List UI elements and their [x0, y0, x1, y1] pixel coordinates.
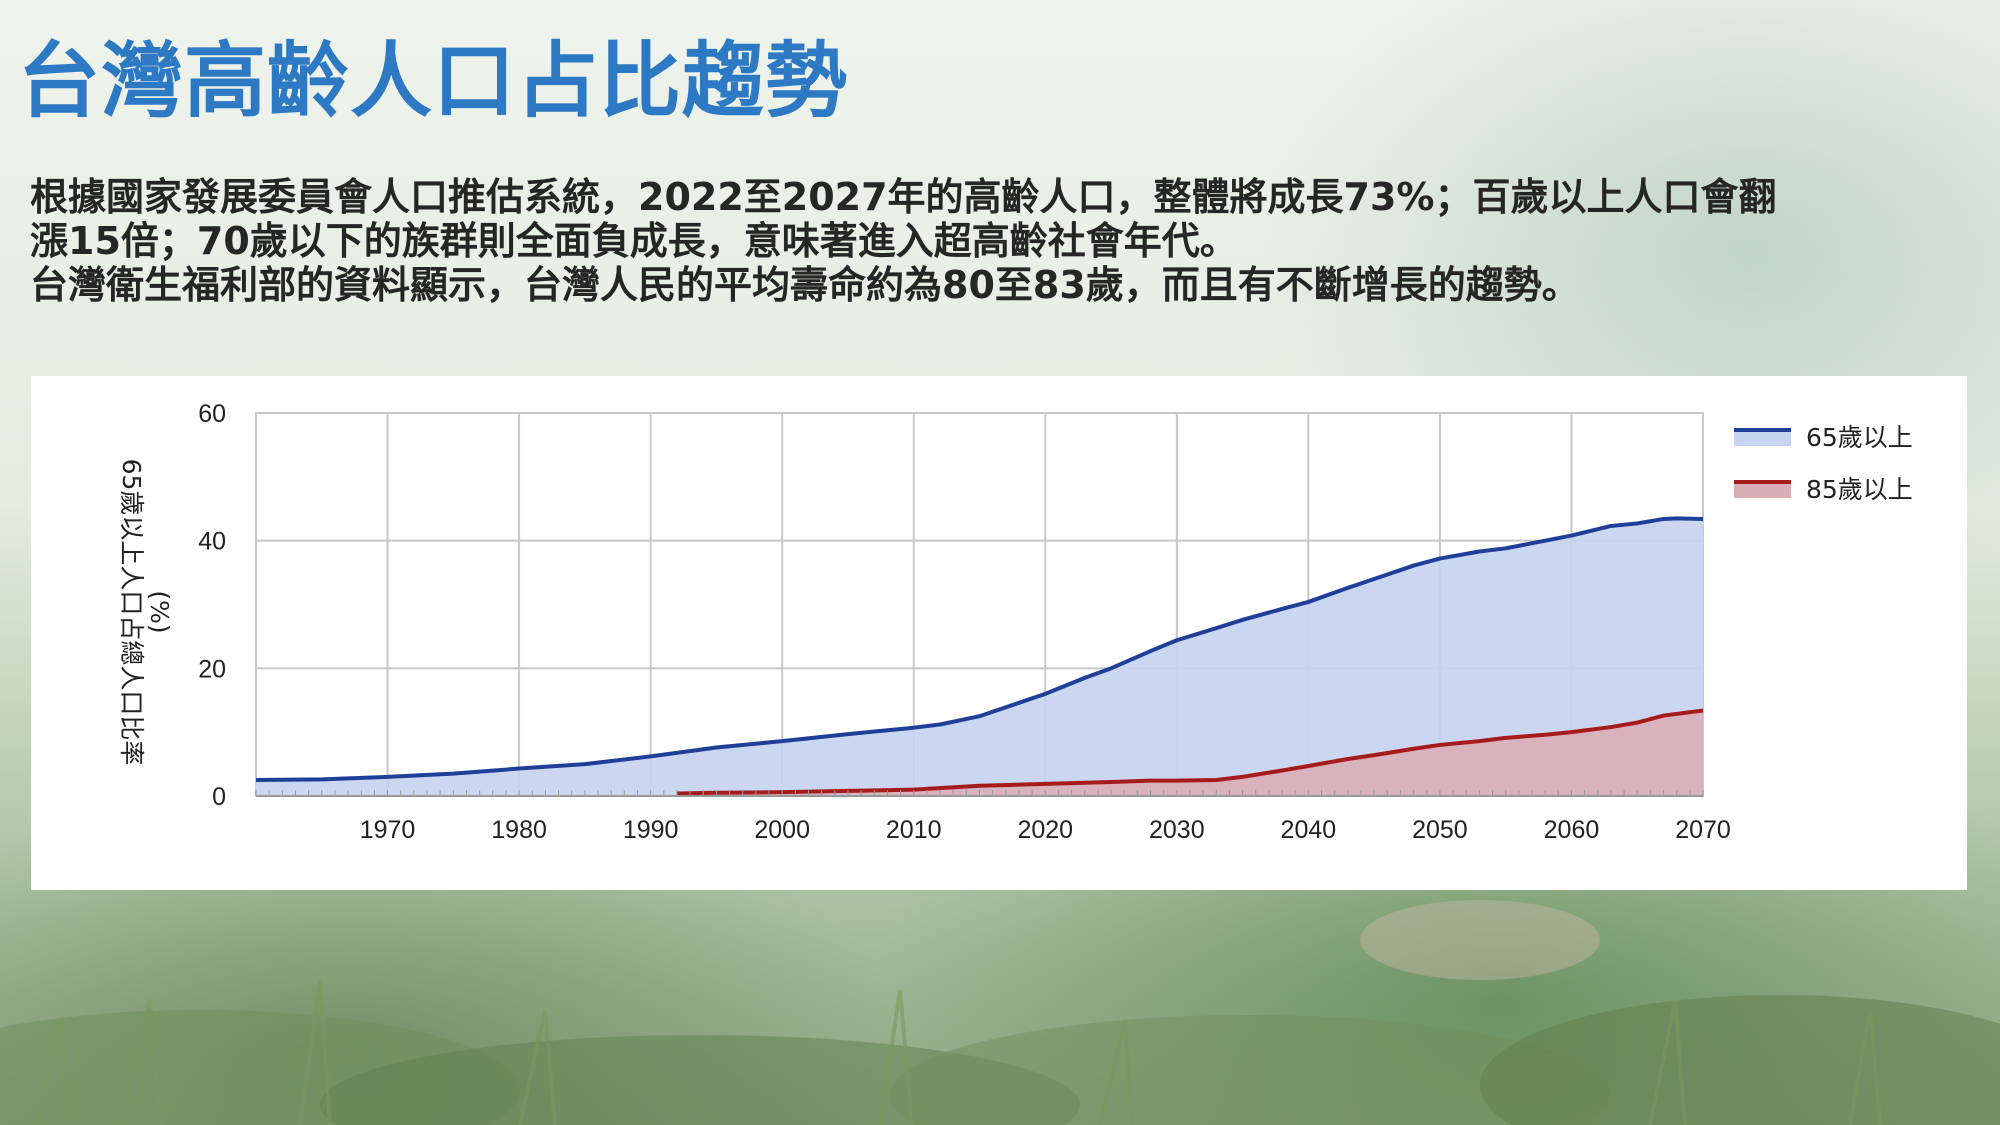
series-area-2	[676, 710, 1703, 796]
x-tick-label: 2030	[1149, 816, 1205, 844]
chart-series-areas	[255, 516, 1704, 796]
y-tick-label: 40	[198, 528, 226, 556]
x-tick-label: 2010	[886, 816, 942, 844]
y-tick-label: 20	[198, 655, 226, 683]
series-area-1	[256, 518, 1703, 796]
legend-label-1: 65歲以上	[1806, 423, 1913, 452]
chart-panel: 0 20 40 60 1970 1980 1990 2000 2010 2020 2030 2040 2…	[31, 376, 1967, 890]
legend-swatch-1	[1734, 428, 1791, 446]
body-line-2: 漲15倍；70歲以下的族群則全面負成長，意味著進入超高齡社會年代。	[30, 219, 1238, 263]
y-tick-label: 60	[198, 400, 226, 428]
body-line-1: 根據國家發展委員會人口推估系統，2022至2027年的高齡人口，整體將成長73%…	[30, 175, 1777, 219]
x-tick-label: 2070	[1675, 816, 1731, 844]
x-tick-label: 2040	[1281, 816, 1337, 844]
x-tick-label: 2020	[1017, 816, 1073, 844]
y-axis-title-line-1: 65歲以上人口占總人口比率	[117, 459, 146, 766]
y-tick-label: 0	[212, 783, 226, 811]
y-axis-title-line-2: (%)	[145, 590, 174, 633]
x-tick-label: 1990	[623, 816, 679, 844]
series-line-2	[676, 708, 1704, 796]
x-tick-label: 1980	[491, 816, 547, 844]
chart-legend: 65歲以上 85歲以上	[1734, 423, 1913, 504]
x-tick-label: 2000	[754, 816, 810, 844]
series-line-1	[255, 516, 1704, 783]
background-foliage	[0, 900, 2000, 1125]
slide-title: 台灣高齡人口占比趨勢	[18, 34, 849, 129]
body-line-3: 台灣衛生福利部的資料顯示，台灣人民的平均壽命約為80至83歲，而且有不斷增長的趨…	[30, 263, 1580, 307]
chart-axes	[255, 790, 1704, 797]
x-tick-label: 2060	[1544, 816, 1600, 844]
x-tick-label: 1970	[360, 816, 416, 844]
legend-swatch-2	[1734, 480, 1791, 498]
legend-label-2: 85歲以上	[1806, 475, 1913, 504]
body-paragraph: 根據國家發展委員會人口推估系統，2022至2027年的高齡人口，整體將成長73%…	[30, 175, 1980, 307]
x-tick-label: 2050	[1412, 816, 1468, 844]
